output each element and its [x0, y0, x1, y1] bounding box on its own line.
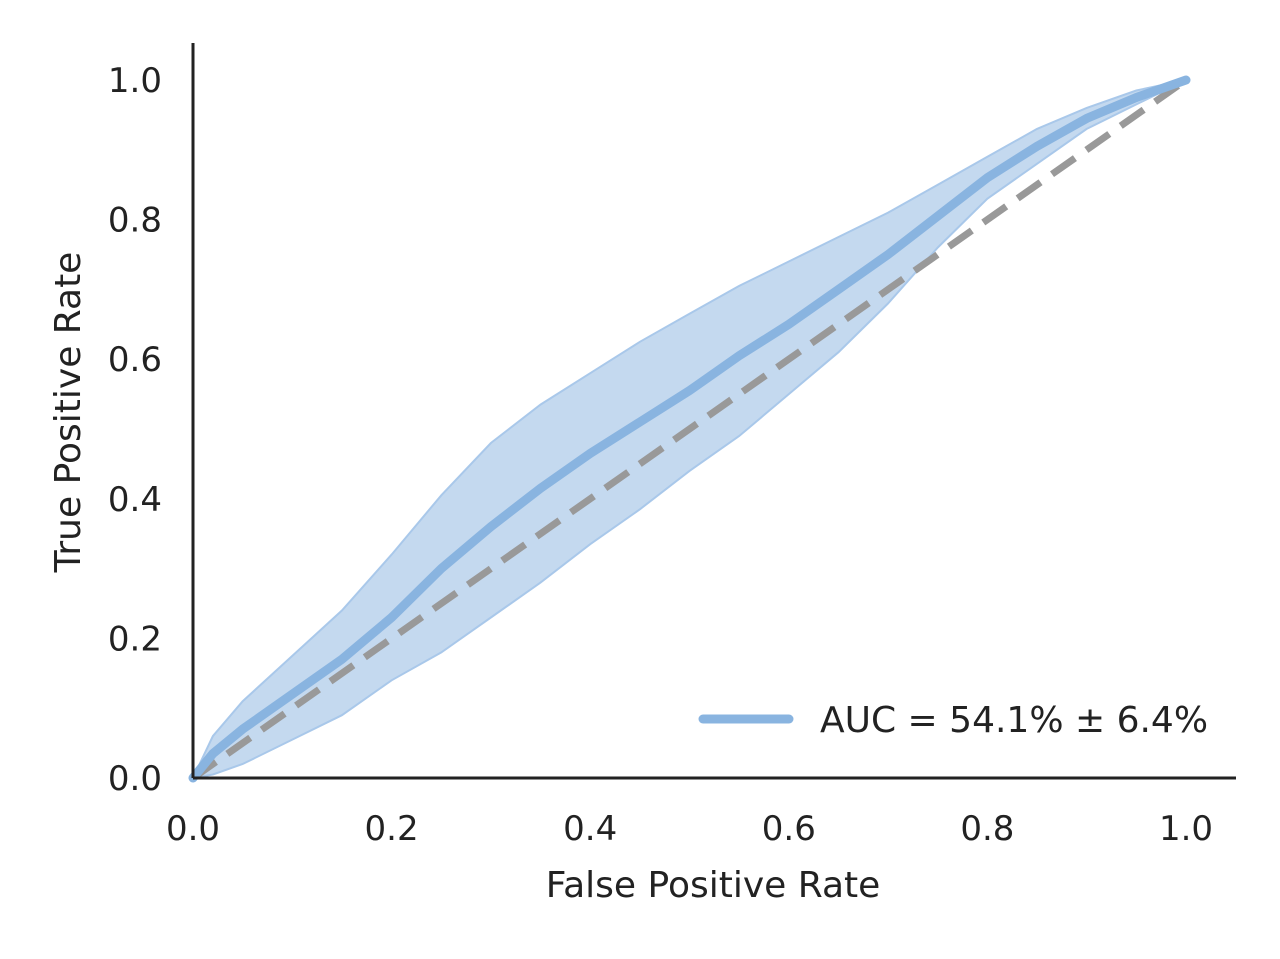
x-axis-label: False Positive Rate: [546, 865, 881, 906]
x-tick-label: 0.6: [762, 809, 816, 849]
x-tick-label: 0.4: [563, 809, 617, 849]
x-tick-labels: 0.0 0.2 0.4 0.6 0.8 1.0: [166, 809, 1213, 849]
chance-diagonal-line: [190, 77, 1189, 781]
y-axis-label: True Positive Rate: [48, 252, 89, 574]
x-tick-label: 0.0: [166, 809, 220, 849]
y-tick-label: 0.0: [108, 759, 162, 799]
legend: AUC = 54.1% ± 6.4%: [698, 700, 1208, 741]
y-tick-label: 0.6: [108, 340, 162, 380]
mean-roc-line: [188, 75, 1191, 783]
series-line-layer: [188, 75, 1191, 783]
axes: [191, 43, 1236, 780]
x-tick-label: 1.0: [1159, 809, 1213, 849]
y-tick-label: 0.4: [108, 480, 162, 520]
x-tick-label: 0.8: [960, 809, 1014, 849]
legend-label-auc: AUC = 54.1% ± 6.4%: [820, 700, 1208, 741]
y-tick-labels: 0.0 0.2 0.4 0.6 0.8 1.0: [108, 61, 162, 799]
y-tick-label: 0.8: [108, 201, 162, 241]
x-tick-label: 0.2: [365, 809, 419, 849]
y-tick-label: 1.0: [108, 61, 162, 101]
y-tick-label: 0.2: [108, 619, 162, 659]
